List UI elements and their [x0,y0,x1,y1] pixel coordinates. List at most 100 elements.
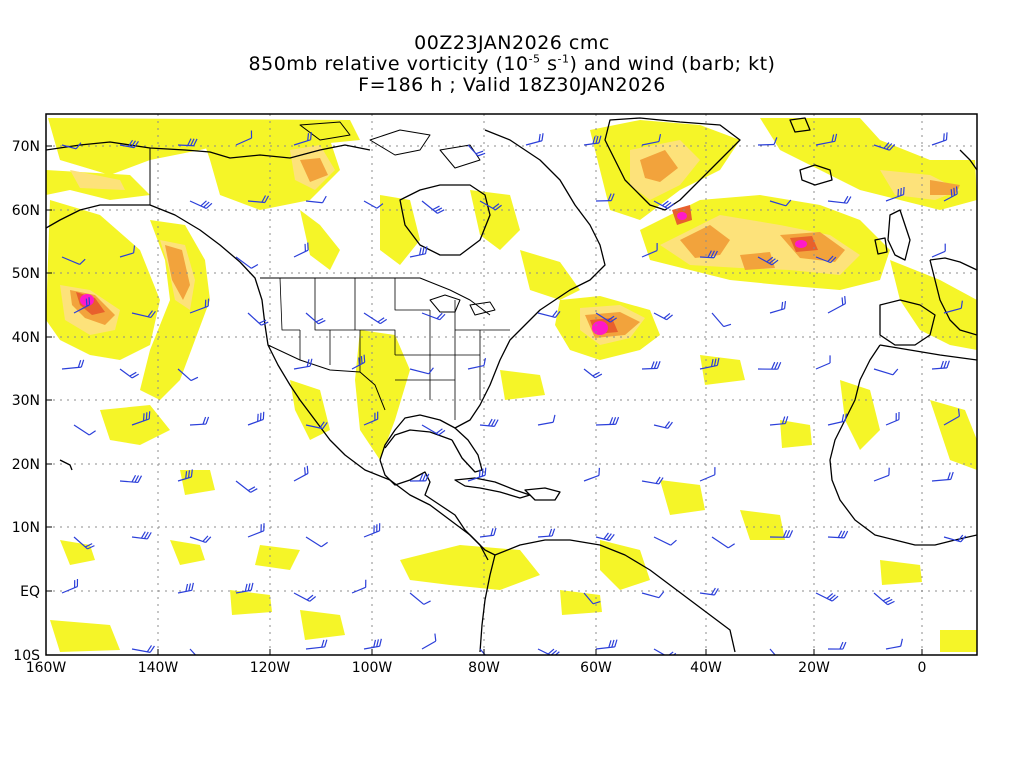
wind-barb [293,358,313,370]
wind-barb [363,411,379,426]
wind-barb [699,467,716,482]
wind-barb [177,138,198,147]
wind-barb [247,195,270,204]
x-tick-label: 120W [250,660,291,676]
wind-barb [537,310,561,319]
wind-barb [305,312,326,325]
wind-barb [815,355,831,370]
wind-barb [409,473,430,482]
wind-barb [131,411,151,426]
x-axis: 160W 140W 120W 100W 80W 60W 40W 20W 0 [26,649,927,676]
wind-barb [305,536,328,548]
wind-barb [525,133,544,146]
y-tick-label: 50N [12,266,40,282]
wind-barb [827,641,847,650]
x-tick-label: 140W [138,660,179,676]
wind-barb [931,132,948,146]
wind-barb [641,591,665,599]
wind-barb [699,587,719,596]
wind-barb [177,368,199,382]
wind-barb [293,592,317,602]
wind-barb [363,312,388,325]
wind-barb [189,535,212,544]
wind-barb [769,648,786,655]
wind-barb [61,578,79,594]
title-exp-2: -1 [557,52,570,66]
wind-barb [363,200,384,209]
wind-barb [595,416,620,426]
wind-barb [641,361,661,370]
wind-barb [305,421,328,430]
wind-barb [293,465,309,482]
wind-barb [943,186,958,202]
wind-barb [595,639,618,650]
wind-barb [479,418,499,427]
wind-barb [885,186,905,202]
wind-barb [421,200,445,214]
wind-barb [595,532,615,541]
y-tick-label: 30N [12,393,40,409]
wind-barb [119,474,143,484]
wind-barb [757,361,782,370]
wind-barb [351,354,366,370]
wind-barb [583,368,603,379]
x-tick-label: 20W [798,660,830,676]
wind-barb [119,245,136,258]
y-tick-label: EQ [20,584,40,600]
wind-barb [537,528,556,538]
x-tick-label: 40W [690,660,722,676]
wind-barb [421,312,446,321]
wind-barb [189,648,204,655]
title-exp-1: -5 [528,52,541,66]
wind-barb [479,200,502,211]
wind-barb [653,312,673,321]
x-tick-label: 160W [26,660,67,676]
wind-barb [583,467,600,482]
wind-barb [653,648,677,655]
wind-barb [827,413,848,426]
wind-barb [61,142,82,150]
wind-barb [583,592,601,605]
wind-barb [885,638,903,650]
wind-barb [699,357,720,370]
wind-barb [769,530,794,538]
title-line-3: F=186 h ; Valid 18Z30JAN2026 [358,74,666,96]
wind-barb [363,523,381,538]
y-tick-label: 40N [12,330,40,346]
wind-barb [641,476,664,485]
wind-barb [699,250,718,259]
wind-barb [595,312,617,323]
wind-barb [943,408,960,426]
wind-barb [827,296,846,314]
wind-barb [711,536,735,549]
wind-barb [189,298,210,314]
y-tick-label: 70N [12,139,40,155]
wind-barb [421,424,446,436]
vorticity-weak [46,118,977,652]
wind-barb [815,255,837,264]
wind-barb [931,243,946,258]
wind-barb [757,256,779,266]
title-line-1: 00Z23JAN2026 cmc [414,32,610,54]
vorticity-shading [46,118,977,652]
wind-barb [653,421,673,429]
title-line-2-text-a: 850mb relative vorticity (10 [248,53,529,75]
wind-barb [61,359,85,370]
wind-barb [711,312,732,328]
wind-barb [769,199,792,207]
wind-barb [247,312,269,326]
x-tick-label: 0 [918,660,927,676]
wind-barb [873,467,890,482]
wind-barb [131,531,152,540]
lat-lon-grid [46,114,977,655]
wind-barb [479,648,493,655]
wind-barb [247,523,265,538]
title-block: 00Z23JAN2026 cmc 850mb relative vorticit… [0,33,1024,96]
wind-barbs [61,130,967,655]
wind-barb [305,639,328,650]
wind-barb [653,536,677,546]
wind-barb [769,301,787,314]
wind-barb [293,132,312,146]
wind-barb [931,360,950,370]
